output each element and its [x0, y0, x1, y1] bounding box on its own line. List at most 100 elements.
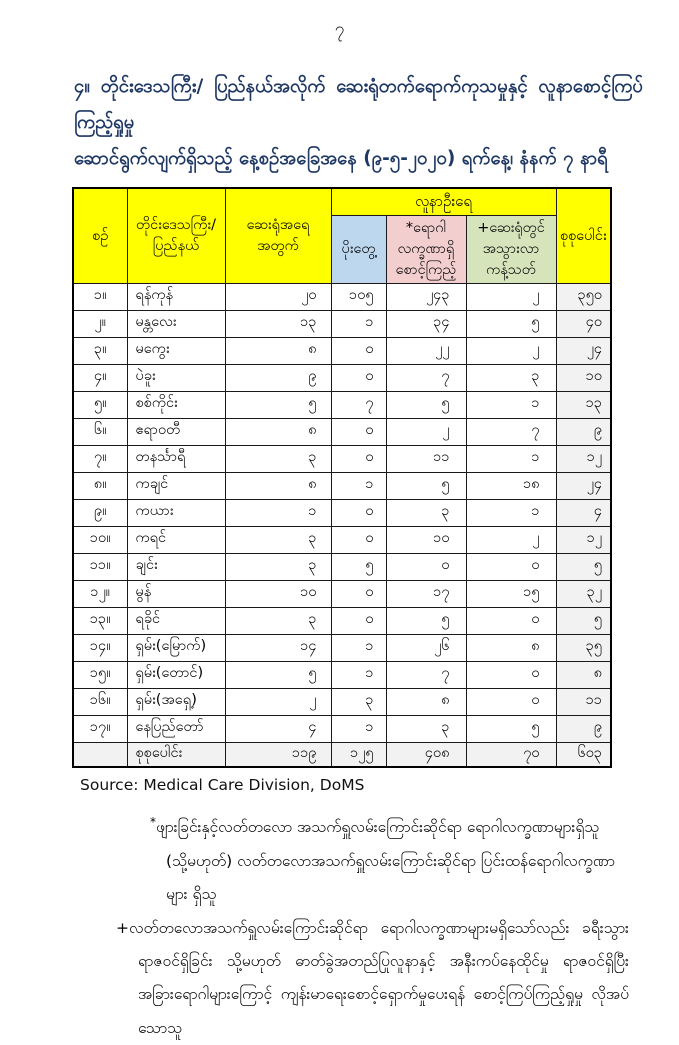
source-attribution: Source: Medical Care Division, DoMS — [80, 776, 365, 795]
cell-hospitals: ၂ — [224, 687, 332, 716]
table-row: ၆။ ဧရာဝတီ၈၀၂၇၉ — [72, 417, 612, 446]
cell-serial: ၁၄။ — [72, 633, 128, 662]
cell-quarantine: ၁ — [465, 444, 557, 473]
table-header: စဉ် တိုင်းဒေသကြီး/ ပြည်နယ် ဆေးရုံအရေ အတွ… — [72, 187, 612, 284]
cell-region: ဧရာဝတီ — [126, 417, 226, 446]
cell-quarantine: ၀ — [465, 552, 557, 581]
cell-quarantine: ၀ — [465, 660, 557, 689]
cell-region: ရှမ်း(တောင်) — [126, 660, 226, 689]
cell-quarantine: ၅ — [465, 309, 557, 338]
cell-total: ၄၀ — [555, 309, 612, 338]
table-row: ၂။ မန္တလေး ၁၃၁၃၄၅၄၀ — [72, 309, 612, 338]
cell-positive: ၀ — [330, 444, 387, 473]
table-row: ၃။ မကွေး၈၀၂၂၂၂၄ — [72, 336, 612, 365]
cell-serial: ၁၅။ — [72, 660, 128, 689]
cell-serial: ၂။ — [72, 309, 128, 338]
table-row: ၈။ ကချင်၈၁၅၁၈ ၂၄ — [72, 471, 612, 500]
header-serial: စဉ် — [72, 187, 128, 284]
header-total: စုစုပေါင်း — [555, 187, 612, 284]
cell-symptomatic: ၃ — [385, 498, 467, 527]
table-row: ၁၂။ မွန် ၁၀၀၁၇ ၁၅ ၃၂ — [72, 579, 612, 608]
cell-hospitals: ၁ — [224, 498, 332, 527]
cell-symptomatic: ၂ — [385, 417, 467, 446]
cell-positive: ၀ — [330, 498, 387, 527]
cell-positive: ၀ — [330, 363, 387, 392]
cell-hospitals: ၃ — [224, 606, 332, 635]
cell-serial: ၁၀။ — [72, 525, 128, 554]
cell-symptomatic: ၂၄၃ — [385, 282, 467, 311]
header-region: တိုင်းဒေသကြီး/ ပြည်နယ် — [126, 187, 226, 284]
cell-symptomatic: ၅ — [385, 606, 467, 635]
cell-symptomatic: ၂၂ — [385, 336, 467, 365]
grand-total-quarantine: ၇၀ — [465, 741, 557, 768]
cell-symptomatic: ၈ — [385, 687, 467, 716]
cell-region: ရန်ကုန် — [126, 282, 226, 311]
cell-serial: ၁၁။ — [72, 552, 128, 581]
cell-positive: ၇ — [330, 390, 387, 419]
cell-hospitals: ၁၀ — [224, 579, 332, 608]
cell-symptomatic: ၇ — [385, 660, 467, 689]
cell-symptomatic: ၃၄ — [385, 309, 467, 338]
cell-positive: ၀ — [330, 417, 387, 446]
footnote-asterisk-text: ဖျားခြင်းနှင့်လတ်တလော အသက်ရှူလမ်းကြောင်း… — [156, 818, 615, 904]
footnote-plus: +လတ်တလောအသက်ရှူလမ်းကြောင်းဆိုင်ရာ ရောဂါလ… — [116, 912, 629, 1045]
cell-symptomatic: ၁၁ — [385, 444, 467, 473]
cell-serial: ၉။ — [72, 498, 128, 527]
cell-hospitals: ၃ — [224, 552, 332, 581]
cell-positive: ၅ — [330, 552, 387, 581]
cell-hospitals: ၅ — [224, 390, 332, 419]
cell-total: ၁၀ — [555, 363, 612, 392]
cell-hospitals: ၁၃ — [224, 309, 332, 338]
table-row: ၁၁။ ချင်း၃၅၀၀၅ — [72, 552, 612, 581]
cell-total: ၄ — [555, 498, 612, 527]
cell-quarantine: ၂ — [465, 336, 557, 365]
cell-total: ၃၅ — [555, 633, 612, 662]
grand-total-label: စုစုပေါင်း — [126, 741, 226, 768]
cell-positive: ၀ — [330, 579, 387, 608]
cell-total: ၂၄ — [555, 471, 612, 500]
cell-positive: ၁၀၅ — [330, 282, 387, 311]
table-row: ၁၄။ ရှမ်း(မြောက်) ၁၄၁၂၆၈၃၅ — [72, 633, 612, 662]
cell-total: ၈ — [555, 660, 612, 689]
grand-total-hospitals: ၁၁၉ — [224, 741, 332, 768]
cell-hospitals: ၁၄ — [224, 633, 332, 662]
footnote-asterisk: *ဖျားခြင်းနှင့်လတ်တလော အသက်ရှူလမ်းကြောင်… — [150, 810, 631, 911]
cell-quarantine: ၈ — [465, 633, 557, 662]
header-positive: ပိုးတွေ့ — [330, 214, 387, 284]
footnotes: *ဖျားခြင်းနှင့်လတ်တလော အသက်ရှူလမ်းကြောင်… — [0, 810, 679, 1044]
cell-region: ရှမ်း(မြောက်) — [126, 633, 226, 662]
cell-total: ၂၄ — [555, 336, 612, 365]
cell-hospitals: ၂၀ — [224, 282, 332, 311]
header-patients-group: လူနာဦးရေ — [330, 187, 557, 216]
cell-region: ကယား — [126, 498, 226, 527]
cell-quarantine: ၀ — [465, 606, 557, 635]
cell-symptomatic: ၁၀ — [385, 525, 467, 554]
cell-total: ၅ — [555, 606, 612, 635]
table-row: ၁။ ရန်ကုန် ၂၀ ၁၀၅ ၂၄၃၂၃၅၀ — [72, 282, 612, 311]
header-symptomatic: *ရောဂါ လက္ခဏာရှိ စောင့်ကြည့် — [385, 214, 467, 284]
cell-symptomatic: ၅ — [385, 390, 467, 419]
cell-symptomatic: ၇ — [385, 363, 467, 392]
cell-quarantine: ၇ — [465, 417, 557, 446]
cell-hospitals: ၈ — [224, 417, 332, 446]
cell-symptomatic: ၀ — [385, 552, 467, 581]
cell-positive: ၁ — [330, 633, 387, 662]
cell-positive: ၁ — [330, 309, 387, 338]
table-row: ၇။ တနင်္သာရီ၃၀၁၁၁၁၂ — [72, 444, 612, 473]
cell-hospitals: ၄ — [224, 714, 332, 743]
cell-positive: ၀ — [330, 336, 387, 365]
grand-total-symptomatic: ၄၀၈ — [385, 741, 467, 768]
cell-symptomatic: ၂၆ — [385, 633, 467, 662]
cell-serial: ၁။ — [72, 282, 128, 311]
cell-hospitals: ၈ — [224, 336, 332, 365]
table-row: ၁၇။ နေပြည်တော်၄၁၃၅၉ — [72, 714, 612, 743]
cell-total: ၃၅၀ — [555, 282, 612, 311]
cell-region: မွန် — [126, 579, 226, 608]
cell-quarantine: ၃ — [465, 363, 557, 392]
cell-region: နေပြည်တော် — [126, 714, 226, 743]
cell-positive: ၁ — [330, 471, 387, 500]
page-number: ၇ — [334, 19, 345, 39]
cell-region: ကချင် — [126, 471, 226, 500]
table-row: ၁၃။ ရခိုင်၃၀၅၀၅ — [72, 606, 612, 635]
table-row: ၄။ ပဲခူး၉၀၇၃၁၀ — [72, 363, 612, 392]
